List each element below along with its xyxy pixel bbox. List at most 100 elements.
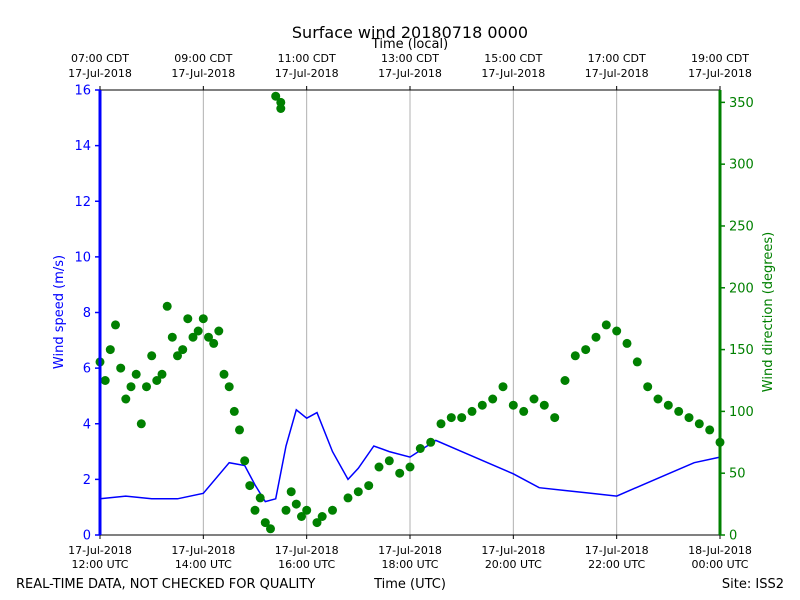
wind-speed-line (99, 408, 721, 503)
wind-direction-point (436, 419, 446, 429)
left-tick-label: 0 (83, 529, 91, 544)
right-tick-label: 50 (729, 467, 746, 482)
footer-disclaimer: REAL-TIME DATA, NOT CHECKED FOR QUALITY (16, 577, 315, 592)
wind-direction-point (539, 400, 549, 410)
bottom-tick-date: 17-Jul-2018 (378, 544, 442, 557)
wind-speed-series (99, 408, 721, 503)
top-tick-date: 17-Jul-2018 (688, 67, 752, 80)
wind-direction-point (457, 413, 467, 423)
top-tick-date: 17-Jul-2018 (275, 67, 339, 80)
axes (95, 86, 725, 539)
wind-direction-point (167, 332, 177, 342)
wind-direction-point (255, 493, 265, 503)
wind-direction-point (477, 400, 487, 410)
wind-direction-point (152, 376, 162, 385)
wind-direction-point (343, 493, 353, 503)
wind-direction-point (612, 326, 622, 336)
left-tick-label: 2 (83, 473, 91, 488)
wind-direction-point (183, 314, 193, 324)
left-tick-label: 12 (74, 195, 91, 210)
wind-direction-point (550, 413, 560, 423)
wind-direction-point (622, 338, 632, 348)
top-tick-time: 15:00 CDT (484, 52, 542, 65)
wind-direction-point (353, 487, 363, 497)
bottom-x-axis-label: Time (UTC) (373, 577, 446, 592)
wind-direction-point (157, 369, 167, 379)
bottom-tick-date: 17-Jul-2018 (481, 544, 545, 557)
wind-direction-point (178, 345, 188, 355)
left-tick-label: 10 (74, 250, 91, 265)
wind-direction-point (694, 419, 704, 429)
wind-direction-point (560, 376, 570, 385)
wind-direction-point (131, 369, 141, 379)
wind-direction-point (364, 481, 374, 491)
wind-direction-point (111, 320, 120, 330)
wind-direction-point (235, 425, 244, 435)
wind-direction-point (281, 505, 291, 515)
wind-direction-point (426, 437, 436, 447)
top-tick-time: 09:00 CDT (174, 52, 232, 65)
left-tick-label: 8 (83, 306, 91, 321)
wind-direction-point (126, 382, 136, 392)
wind-direction-point (405, 462, 415, 472)
bottom-tick-date: 18-Jul-2018 (688, 544, 752, 557)
right-tick-label: 150 (729, 343, 754, 358)
top-tick-date: 17-Jul-2018 (171, 67, 235, 80)
wind-direction-point (250, 505, 260, 515)
wind-direction-point (240, 456, 250, 466)
top-x-axis-label: Time (local) (371, 37, 448, 52)
left-tick-label: 14 (74, 139, 91, 154)
wind-direction-point (653, 394, 663, 404)
wind-direction-point (529, 394, 539, 404)
wind-direction-point (674, 406, 684, 416)
left-tick-label: 4 (83, 417, 91, 432)
right-y-axis-label: Wind direction (degrees) (761, 232, 776, 392)
right-tick-label: 350 (729, 96, 754, 111)
wind-direction-point (467, 406, 477, 416)
wind-direction-point (188, 332, 198, 342)
wind-direction-point (105, 345, 115, 355)
wind-direction-point (395, 468, 405, 478)
top-tick-date: 17-Jul-2018 (585, 67, 649, 80)
wind-direction-point (214, 326, 224, 336)
right-tick-label: 200 (729, 281, 754, 296)
bottom-tick-date: 17-Jul-2018 (68, 544, 132, 557)
wind-direction-point (570, 351, 580, 361)
bottom-tick-time: 14:00 UTC (175, 558, 232, 571)
wind-direction-point (317, 512, 327, 521)
wind-direction-point (643, 382, 653, 392)
wind-direction-point (291, 499, 301, 509)
wind-direction-point (276, 104, 286, 113)
wind-direction-point (173, 351, 182, 361)
wind-direction-point (162, 301, 172, 311)
wind-direction-point (121, 394, 131, 404)
wind-direction-point (384, 456, 394, 466)
wind-direction-point (415, 444, 425, 453)
wind-direction-point (581, 345, 591, 355)
right-tick-label: 250 (729, 219, 754, 234)
wind-direction-point (286, 487, 296, 497)
bottom-tick-date: 17-Jul-2018 (275, 544, 339, 557)
footer-site: Site: ISS2 (722, 577, 784, 592)
wind-direction-point (229, 406, 239, 416)
left-y-axis-label: Wind speed (m/s) (52, 255, 67, 369)
wind-direction-point (224, 382, 234, 392)
wind-direction-point (302, 505, 312, 515)
bottom-tick-date: 17-Jul-2018 (585, 544, 649, 557)
wind-direction-point (374, 462, 384, 472)
wind-direction-point (266, 524, 275, 534)
top-tick-time: 17:00 CDT (588, 52, 646, 65)
bottom-tick-time: 16:00 UTC (278, 558, 335, 571)
wind-direction-point (519, 406, 529, 416)
right-tick-label: 300 (729, 158, 754, 173)
top-tick-date: 17-Jul-2018 (378, 67, 442, 80)
bottom-tick-time: 00:00 UTC (691, 558, 748, 571)
wind-direction-point (209, 338, 219, 348)
bottom-tick-time: 18:00 UTC (381, 558, 438, 571)
bottom-tick-time: 20:00 UTC (485, 558, 542, 571)
top-tick-date: 17-Jul-2018 (481, 67, 545, 80)
wind-direction-point (663, 400, 673, 410)
right-tick-label: 0 (729, 529, 737, 544)
